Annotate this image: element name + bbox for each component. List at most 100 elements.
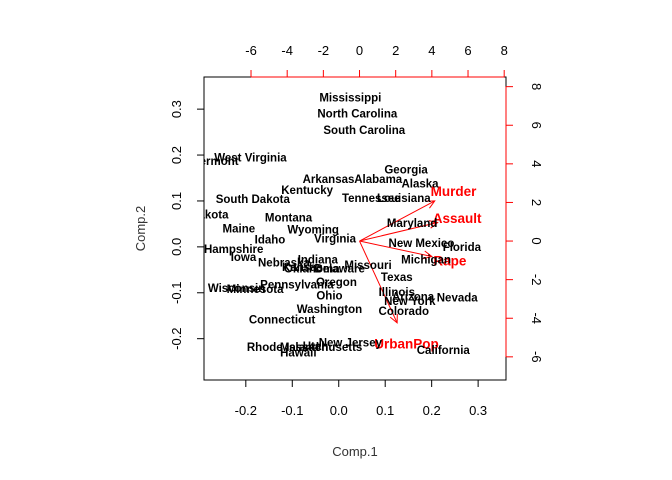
observation-label: South Carolina xyxy=(323,125,405,137)
top-tick-label: -6 xyxy=(245,43,257,58)
right-tick-label: -6 xyxy=(529,351,544,363)
observation-label: Delaware xyxy=(314,263,365,275)
x-tick-label: 0.1 xyxy=(376,403,394,418)
top-tick-label: 0 xyxy=(356,43,363,58)
observation-label: Minnesota xyxy=(227,284,284,296)
top-tick-label: -2 xyxy=(318,43,330,58)
right-tick-label: 0 xyxy=(529,237,544,244)
top-tick-label: 6 xyxy=(464,43,471,58)
right-tick-label: 4 xyxy=(529,160,544,167)
observation-label: Florida xyxy=(443,242,482,254)
observation-label: North Carolina xyxy=(317,109,397,121)
observation-label: Indiana xyxy=(298,254,339,266)
right-tick-label: 6 xyxy=(529,122,544,129)
loading-arrow xyxy=(359,240,432,257)
x-tick-label: 0.0 xyxy=(330,403,348,418)
observation-label: Virginia xyxy=(314,234,357,246)
observation-label: Louisiana xyxy=(377,193,431,205)
observation-label: Colorado xyxy=(379,306,429,318)
y-tick-label: -0.1 xyxy=(169,282,184,304)
y-tick-label: 0.1 xyxy=(169,192,184,210)
observation-label: Nevada xyxy=(437,292,479,304)
observation-label: West Virginia xyxy=(214,152,287,164)
observation-label: Illinois xyxy=(379,287,415,299)
observation-label: Hawaii xyxy=(280,347,316,359)
observation-label: Iowa xyxy=(231,252,257,264)
right-tick-label: 2 xyxy=(529,199,544,206)
top-tick-label: 4 xyxy=(428,43,435,58)
observation-label: New Jersey xyxy=(319,337,383,349)
observation-label: New Hampshire xyxy=(177,244,263,256)
observation-label: Oklahoma xyxy=(284,263,340,275)
observation-label: Georgia xyxy=(384,165,428,177)
loading-arrowhead xyxy=(428,220,439,229)
loading-arrow xyxy=(359,200,435,242)
observation-label: Kansas xyxy=(282,262,323,274)
x-axis-bottom: -0.2 -0.1 0.0 0.1 0.2 0.3 xyxy=(235,379,487,418)
x-axis-top: -6 -4 -2 0 2 4 6 8 xyxy=(245,43,508,78)
observation-label: Pennsylvania xyxy=(260,280,334,292)
loading-arrowhead xyxy=(425,200,436,209)
observation-label: California xyxy=(417,345,471,357)
observation-label: Rhode Island xyxy=(247,342,319,354)
observation-label: Texas xyxy=(381,272,413,284)
observation-label: Vermont xyxy=(193,156,239,168)
y-tick-label: 0.2 xyxy=(169,146,184,164)
observation-label: Maine xyxy=(223,224,256,236)
observation-label: Connecticut xyxy=(249,314,316,326)
loading-arrow xyxy=(359,222,438,242)
observation-label: North Dakota xyxy=(156,210,229,222)
observation-label: Arkansas xyxy=(303,174,355,186)
observation-label: Nebraska xyxy=(258,257,310,269)
x-tick-label: -0.2 xyxy=(235,403,257,418)
y-tick-label: 0.0 xyxy=(169,238,184,256)
observation-labels: Mississippi North Carolina South Carolina W… xyxy=(156,93,482,360)
loading-arrowhead xyxy=(389,313,398,324)
y-tick-label: 0.3 xyxy=(169,100,184,118)
observation-label: Montana xyxy=(265,212,313,224)
observation-label: South Dakota xyxy=(216,194,291,206)
observation-label: Washington xyxy=(297,304,362,316)
y-tick-label: -0.2 xyxy=(169,327,184,349)
observation-label: Massachusetts xyxy=(280,342,362,354)
observation-label: Alaska xyxy=(401,179,439,191)
loading-arrows: Murder Assault Rape UrbanPop xyxy=(359,184,482,351)
observation-label: Michigan xyxy=(401,254,451,266)
x-tick-label: 0.2 xyxy=(423,403,441,418)
x-tick-label: -0.1 xyxy=(281,403,303,418)
loading-arrow xyxy=(359,240,398,324)
observation-label: Wisconsin xyxy=(208,283,265,295)
observation-label: Ohio xyxy=(316,291,342,303)
observation-label: Arizona xyxy=(392,291,435,303)
observation-label: Tennessee xyxy=(342,193,401,205)
observation-label: Wyoming xyxy=(287,224,339,236)
x-axis-title: Comp.1 xyxy=(332,444,378,459)
observation-label: New York xyxy=(384,296,436,308)
loading-label: Assault xyxy=(433,211,482,226)
observation-label: Maryland xyxy=(387,218,438,230)
y-axis-left: -0.2 -0.1 0.0 0.1 0.2 0.3 xyxy=(169,100,205,350)
loading-label: Rape xyxy=(433,253,467,268)
observation-label: Utah xyxy=(303,341,329,353)
loading-label: Murder xyxy=(431,184,478,199)
y-axis-title: Comp.2 xyxy=(133,206,148,252)
observation-label: New Mexico xyxy=(389,238,455,250)
x-tick-label: 0.3 xyxy=(469,403,487,418)
observation-label: Alabama xyxy=(354,174,403,186)
observation-label: Oregon xyxy=(316,277,357,289)
observation-label: Missouri xyxy=(344,260,391,272)
top-tick-label: 8 xyxy=(501,43,508,58)
observation-label: Kentucky xyxy=(281,185,333,197)
observation-label: Idaho xyxy=(255,235,286,247)
right-tick-label: 8 xyxy=(529,83,544,90)
top-tick-label: 2 xyxy=(392,43,399,58)
right-tick-label: -2 xyxy=(529,274,544,286)
loading-label: UrbanPop xyxy=(374,336,439,351)
loading-arrowhead xyxy=(422,250,433,260)
top-tick-label: -4 xyxy=(281,43,293,58)
right-tick-label: -4 xyxy=(529,312,544,324)
observation-label: Mississippi xyxy=(319,93,381,105)
y-axis-right: -6 -4 -2 0 2 4 6 8 xyxy=(505,83,544,363)
